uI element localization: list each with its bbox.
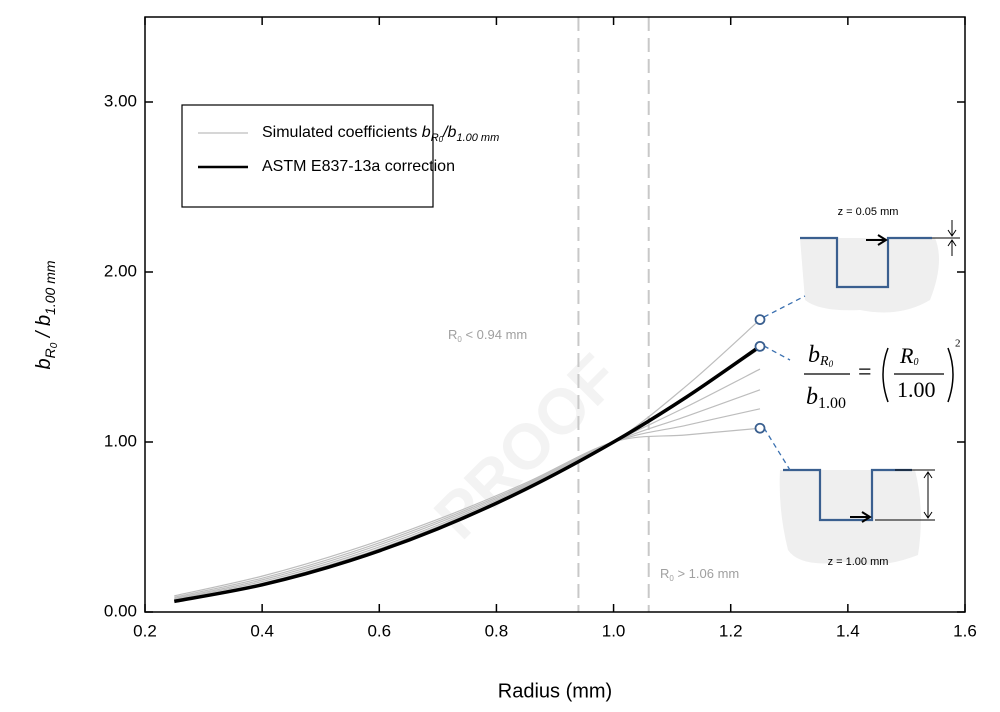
x-tick-label: 1.4 [836,621,860,640]
series-line [174,427,761,597]
series-line [174,389,761,599]
annotation-part: R [448,327,457,342]
dim-arrow [947,220,957,256]
parenthesis [882,347,954,403]
formula-part: b [806,384,818,410]
formula: bR0 b1.00 = R0 1.00 2 [804,338,961,412]
formula-part: 0 [829,359,834,369]
y-label-part: 1.00 mm [42,260,58,315]
formula-part: = [858,360,872,386]
formula-part: 0 [913,357,918,368]
annotation-part: 0 [457,335,462,344]
legend-label-part: 1.00 mm [456,132,499,144]
y-tick-label: 1.00 [104,431,137,450]
y-label-part: / b [33,315,55,343]
arrow [850,511,872,523]
formula-part: bR0 [808,342,834,370]
x-tick-label: 0.8 [485,621,509,640]
end-marker [754,422,766,434]
series-line [173,344,761,604]
profile [800,236,932,289]
axes-frame [144,16,966,613]
formula-part: 1.00 [818,395,846,412]
annotation-part: R [660,566,669,581]
formula-part: R0 [899,343,918,368]
x-axis-label: Radius (mm) [498,680,612,702]
formula-part: R [899,343,914,368]
y-tick-label: 3.00 [104,91,137,110]
formula-part: b [808,342,820,368]
inset-top: z = 0.05 mm [800,206,960,313]
inset-label: z = 0.05 mm [838,206,899,218]
annotation-part: 0 [669,574,674,583]
annotation-part: < 0.94 mm [462,327,527,342]
legend-label-part: b [422,124,431,141]
legend-label-part: /b [442,124,456,141]
formula-part: b1.00 [806,384,846,412]
formula-part: R [819,354,829,369]
y-tick-label: 0.00 [104,601,137,620]
formula-part: 1.00 [897,377,936,402]
legend-label: ASTM E837-13a correction [262,158,455,175]
end-marker [754,314,766,326]
end-marker [754,340,766,352]
y-axis-label: bR0 / b1.00 mm [33,260,59,369]
annotation-part: > 1.06 mm [674,566,739,581]
arrow [866,234,888,246]
series-line [174,408,761,598]
x-tick-label: 0.2 [133,621,157,640]
annotation: R0 < 0.94 mm [448,327,527,344]
legend-label-part: ASTM E837-13a correction [262,158,455,175]
connector [763,345,791,361]
x-tick-label: 0.4 [250,621,274,640]
connector [763,295,806,471]
dim-arrow [923,471,933,519]
legend-label: Simulated coefficients bR0/b1.00 mm [262,124,499,144]
x-tick-label: 0.6 [367,621,391,640]
x-tick-label: 1.2 [719,621,743,640]
y-label-part: b [33,358,55,369]
annotation: R0 > 1.06 mm [660,566,739,583]
y-tick-label: 2.00 [104,261,137,280]
inset-blob [800,238,939,313]
profile [783,468,912,522]
legend-label-part: Simulated coefficients [262,124,422,141]
legend-label-part: R [431,132,439,144]
legend-box [181,104,434,208]
y-label-part: R [42,348,58,358]
inset-bottom: z = 1.00 mm [779,468,935,568]
formula-part: 2 [955,338,961,350]
series-line [174,368,761,601]
x-tick-label: 1.0 [602,621,626,640]
inset-label: z = 1.00 mm [828,556,889,568]
y-label-part: 0 [49,342,60,348]
legend-label-part: 0 [439,135,444,144]
x-tick-label: 1.6 [953,621,977,640]
